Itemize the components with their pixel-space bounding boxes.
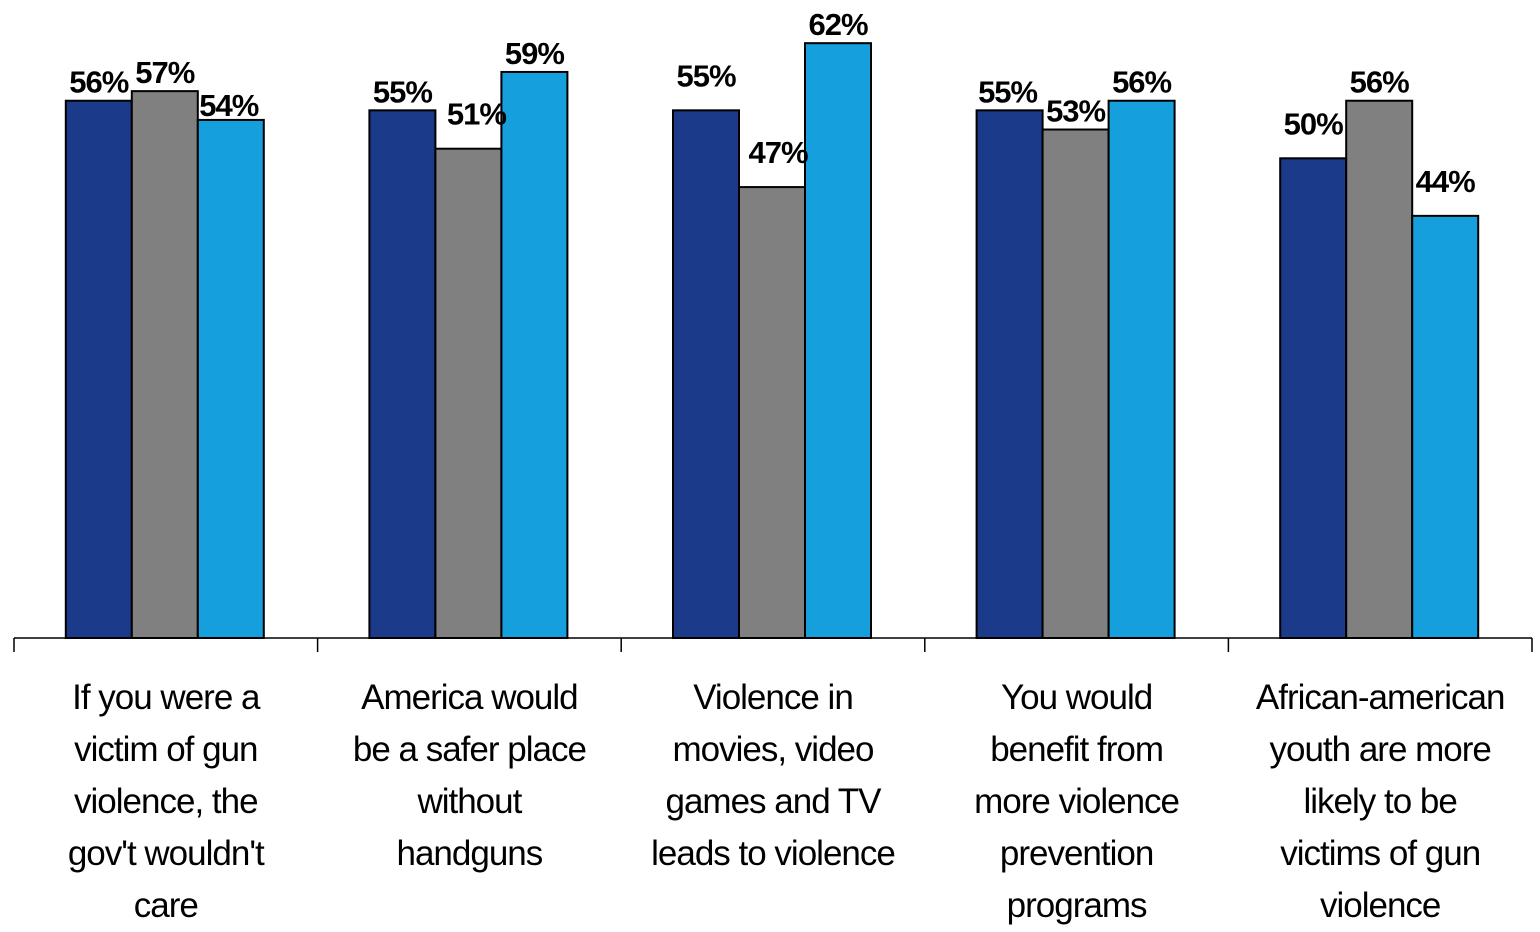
category-label: America would be a safer place without hand… xyxy=(319,672,619,880)
category-label-line: violence xyxy=(1319,886,1441,925)
category-label: If you were a victim of gun violence, the g… xyxy=(16,672,316,932)
bar-series-2-category-4 xyxy=(1041,128,1110,639)
data-labels-group: 56% 57%54% 55%51%59%55%47%62%55%53%56%50%5… xyxy=(69,7,1476,199)
category-label-line: youth are more xyxy=(1269,730,1491,769)
bar-series-3-category-5 xyxy=(1411,214,1480,639)
category-label-line: benefit from xyxy=(990,730,1164,769)
category-label-line: programs xyxy=(1006,886,1148,925)
data-label: 56% xyxy=(1112,65,1171,100)
category-label-line: African-american xyxy=(1255,678,1506,717)
bar-series-3-category-3 xyxy=(804,42,872,640)
bar-series-1-category-4 xyxy=(975,109,1044,640)
category-label-line: more violence xyxy=(974,782,1180,821)
category-label-line: movies, video xyxy=(672,730,875,769)
data-label: 54% xyxy=(199,88,258,123)
category-label-line: gov't wouldn't xyxy=(67,834,265,873)
category-label-line: handguns xyxy=(396,834,544,873)
bar-series-2-category-1 xyxy=(130,90,199,639)
bar-series-3-category-2 xyxy=(500,70,569,639)
bar-series-1-category-2 xyxy=(368,109,437,640)
data-label: 47% xyxy=(748,135,807,170)
category-label-line: victims of gun xyxy=(1280,834,1481,873)
bar-series-1-category-1 xyxy=(64,99,133,640)
data-label: 53% xyxy=(1046,94,1105,129)
data-label: 62% xyxy=(808,7,867,42)
bar-series-2-category-3 xyxy=(738,186,806,639)
data-label: 59% xyxy=(505,36,564,71)
data-label: 55% xyxy=(978,74,1037,109)
category-label: African-american youth are more likely to … xyxy=(1230,672,1530,932)
bar-series-2-category-5 xyxy=(1345,99,1414,640)
category-label-line: violence, the xyxy=(74,782,259,821)
category-label-line: leads to violence xyxy=(651,834,896,873)
category-label-line: care xyxy=(133,886,199,925)
category-label-line: without xyxy=(417,782,522,821)
data-label: 56% xyxy=(69,65,128,100)
data-label: 44% xyxy=(1416,164,1475,199)
x-axis-ticks xyxy=(13,638,1533,652)
category-label-line: be a safer place xyxy=(352,730,587,769)
bar-series-3-category-1 xyxy=(196,118,265,640)
category-label-line: victim of gun xyxy=(74,730,258,769)
bar-series-1-category-3 xyxy=(672,109,740,640)
bar-series-3-category-4 xyxy=(1107,99,1176,640)
bars-group xyxy=(64,42,1480,640)
category-label: You would benefit from more violence preven… xyxy=(927,672,1227,932)
category-label-line: likely to be xyxy=(1303,782,1458,821)
data-label: 55% xyxy=(676,58,735,93)
category-label-line: games and TV xyxy=(665,782,882,821)
data-label: 50% xyxy=(1284,106,1343,141)
category-label-line: Violence in xyxy=(693,678,854,717)
data-label: 56% xyxy=(1350,65,1409,100)
data-label: 57% xyxy=(135,55,194,90)
category-label-line: America would xyxy=(361,678,579,717)
category-label-line: prevention xyxy=(999,834,1154,873)
category-label-line: If you were a xyxy=(72,678,260,717)
data-label: 51% xyxy=(447,97,506,132)
bar-series-1-category-5 xyxy=(1279,157,1348,639)
bar-series-2-category-2 xyxy=(434,147,503,640)
data-label: 55% xyxy=(373,74,432,109)
category-label: Violence in movies, video games and TV lead… xyxy=(623,672,923,880)
category-label-line: You would xyxy=(1000,678,1153,717)
